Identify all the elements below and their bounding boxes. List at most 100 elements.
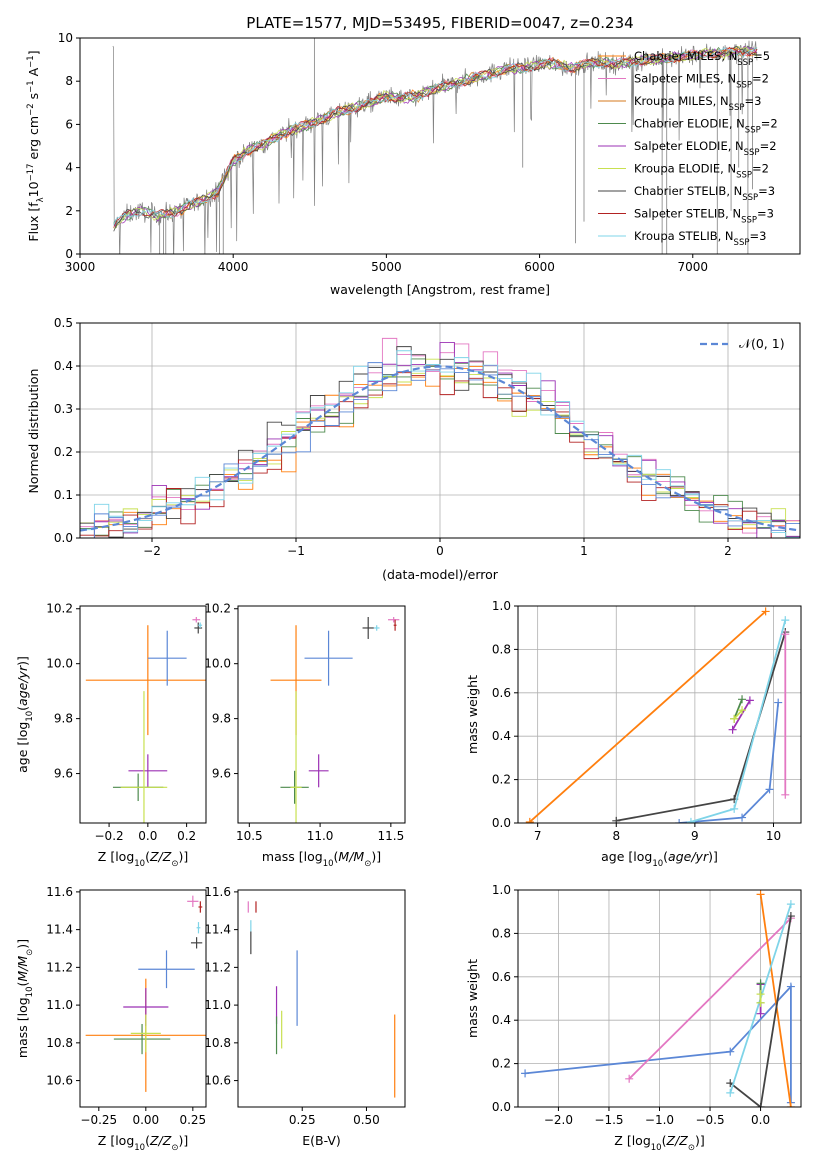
weight-marker: [786, 900, 795, 909]
mass_vs_ebv-frame: [237, 889, 406, 1108]
mass_weight_vs_Z-ylabel: mass weight: [465, 959, 480, 1038]
spectrum-xtick-label: 4000: [218, 260, 249, 274]
weight-marker: [756, 1103, 765, 1107]
residuals-xtick-label: −2: [143, 544, 161, 558]
spectrum-xtick-label: 5000: [371, 260, 402, 274]
mass_vs_ebv-xtick-label: 0.25: [289, 1113, 316, 1127]
mass_vs_Z-axes: −0.25 0.00 0.25 10.6 10.8 11.0 11.2 11.4 11.6: [46, 885, 206, 1127]
weight-marker: [786, 982, 795, 991]
age_vs_mass-xtick-label: 11.0: [307, 829, 334, 843]
weight-marker: [686, 817, 695, 823]
weight-series-line: [731, 699, 751, 731]
weight-series-line: [729, 915, 792, 1107]
age_vs_mass-xtick-label: 11.5: [377, 829, 404, 843]
mass_vs_Z-xtick-label: 0.00: [132, 1113, 159, 1127]
mass_weight_vs_Z-ytick-label: 1.0: [492, 883, 511, 897]
weight-marker: [521, 1069, 530, 1078]
weight-series-line: [628, 917, 792, 1080]
mass_weight_vs_age-ytick-label: 0.6: [492, 686, 511, 700]
weight-series-line: [529, 610, 767, 823]
mass_vs_ebv-xlabel: E(B-V): [302, 1133, 341, 1148]
weight-marker: [675, 819, 684, 823]
weight-series-line: [679, 702, 780, 823]
age_vs_Z-ylabel: age [log10(age/yr)]: [15, 656, 35, 773]
legend-entry: Salpeter ELODIE, NSSP=2: [634, 139, 777, 158]
legend-entry: Chabrier STELIB, NSSP=3: [634, 184, 775, 203]
mass_vs_Z-ytick-label: 10.6: [46, 1074, 73, 1088]
age_vs_Z-xtick-label: −0.2: [95, 829, 124, 843]
mass_vs_Z-frame: [79, 889, 207, 1108]
mass_vs_ebv-axes: 0.25 0.50 10.6 10.8 11.0 11.2 11.4 11.6: [204, 885, 380, 1127]
spectrum-plot: [112, 38, 758, 254]
weight-series-line: [525, 984, 792, 1103]
weight-marker: [756, 979, 765, 988]
spectrum-axes: 3000 4000 5000 6000 7000 0 2 4 6 8 10: [58, 31, 708, 274]
mass_vs_Z-ylabel: mass [log10(M/M⊙)]: [15, 939, 35, 1058]
weight-marker: [612, 816, 621, 823]
legend-entry: Chabrier MILES, NSSP=5: [634, 49, 770, 68]
residuals-ylabel: Normed distribution: [26, 369, 41, 494]
age_vs_mass-ytick-label: 9.8: [212, 712, 231, 726]
weight-marker: [756, 990, 765, 999]
age_vs_mass-plot: [270, 616, 400, 823]
age_vs_mass-axes: 10.5 11.0 11.5 9.6 9.8 10.0 10.2: [204, 602, 404, 843]
residuals-ytick-label: 0.2: [54, 445, 73, 459]
spectrum-xtick-label: 3000: [65, 260, 96, 274]
age_vs_mass-xlabel: mass [log10(M/M⊙)]: [262, 849, 381, 869]
weight-series-line: [759, 894, 792, 1107]
age_vs_Z-ytick-label: 9.8: [54, 712, 73, 726]
weight-series-line: [616, 631, 787, 822]
legend-entry: Salpeter MILES, NSSP=2: [634, 72, 769, 91]
residual-legend: 𝒩(0, 1): [700, 336, 785, 351]
weight-marker: [730, 804, 739, 813]
spectrum-xtick-label: 6000: [524, 260, 555, 274]
mass_vs_ebv-plot: [247, 901, 396, 1098]
residuals-ytick-label: 0.4: [54, 359, 73, 373]
weight-marker: [738, 813, 747, 822]
mass_vs_ebv-ytick-label: 11.2: [204, 960, 231, 974]
weight-marker: [728, 725, 737, 734]
weight-marker: [761, 607, 770, 616]
age_vs_mass-frame: [237, 605, 406, 824]
weight-marker: [738, 706, 747, 715]
weight-marker: [765, 785, 774, 794]
age_vs_Z-frame: [79, 605, 207, 824]
mass_vs_Z-xtick-label: −0.25: [80, 1113, 117, 1127]
mass_weight_vs_Z-axes: −2.0 −1.5 −1.0 −0.5 0.0 0.0 0.2 0.4 0.6 0.8 1.0: [492, 883, 801, 1127]
weight-marker: [781, 616, 790, 625]
mass_vs_Z-ytick-label: 11.4: [46, 923, 73, 937]
mass_weight_vs_age-axes: 7 8 9 10 0.0 0.2 0.4 0.6 0.8 1.0: [492, 599, 801, 843]
weight-marker: [756, 998, 765, 1007]
mass_vs_Z-ytick-label: 10.8: [46, 1036, 73, 1050]
legend-entry: Kroupa MILES, NSSP=3: [634, 94, 761, 113]
residuals-axes: −2 −1 0 1 2 0.0 0.1 0.2 0.3 0.4 0.5: [54, 316, 800, 558]
mass_weight_vs_age-xtick-label: 10: [766, 829, 781, 843]
weight-marker: [726, 1047, 735, 1056]
mass_weight_vs_Z-ytick-label: 0.8: [492, 926, 511, 940]
weight-marker: [625, 1074, 634, 1083]
mass_vs_ebv-ytick-label: 10.8: [204, 1036, 231, 1050]
residual-histogram-step: [80, 362, 800, 538]
spectrum-legend: Chabrier MILES, NSSP=5 Salpeter MILES, NS…: [598, 49, 778, 248]
legend-entry: Kroupa ELODIE, NSSP=2: [634, 162, 769, 181]
mass_vs_Z-ytick-label: 11.6: [46, 885, 73, 899]
legend-entry: Salpeter STELIB, NSSP=3: [634, 207, 774, 226]
residuals-ytick-label: 0.1: [54, 488, 73, 502]
residuals-ytick-label: 0.3: [54, 402, 73, 416]
weight-marker: [756, 890, 765, 899]
spectrum-ylabel: Flux [fλ10−17 erg cm−2 s−1 A−1]: [26, 50, 46, 241]
spectrum-ytick-label: 6: [65, 117, 73, 131]
spectrum-ytick-label: 2: [65, 204, 73, 218]
mass_weight_vs_age-ytick-label: 1.0: [492, 599, 511, 613]
weight-marker: [774, 698, 783, 707]
spectrum-ytick-label: 10: [58, 31, 73, 45]
weight-marker: [730, 714, 739, 723]
residuals-xtick-label: 0: [436, 544, 444, 558]
mass_weight_vs_age-frame: [517, 605, 802, 824]
legend-entry: Chabrier ELODIE, NSSP=2: [634, 117, 778, 136]
mass_weight_vs_age-plot: [525, 607, 790, 823]
mass_weight_vs_Z-xtick-label: −1.5: [594, 1113, 623, 1127]
weight-marker: [726, 1088, 735, 1097]
mass_weight_vs_age-xtick-label: 7: [534, 829, 542, 843]
model-spectrum-line: [113, 47, 758, 226]
